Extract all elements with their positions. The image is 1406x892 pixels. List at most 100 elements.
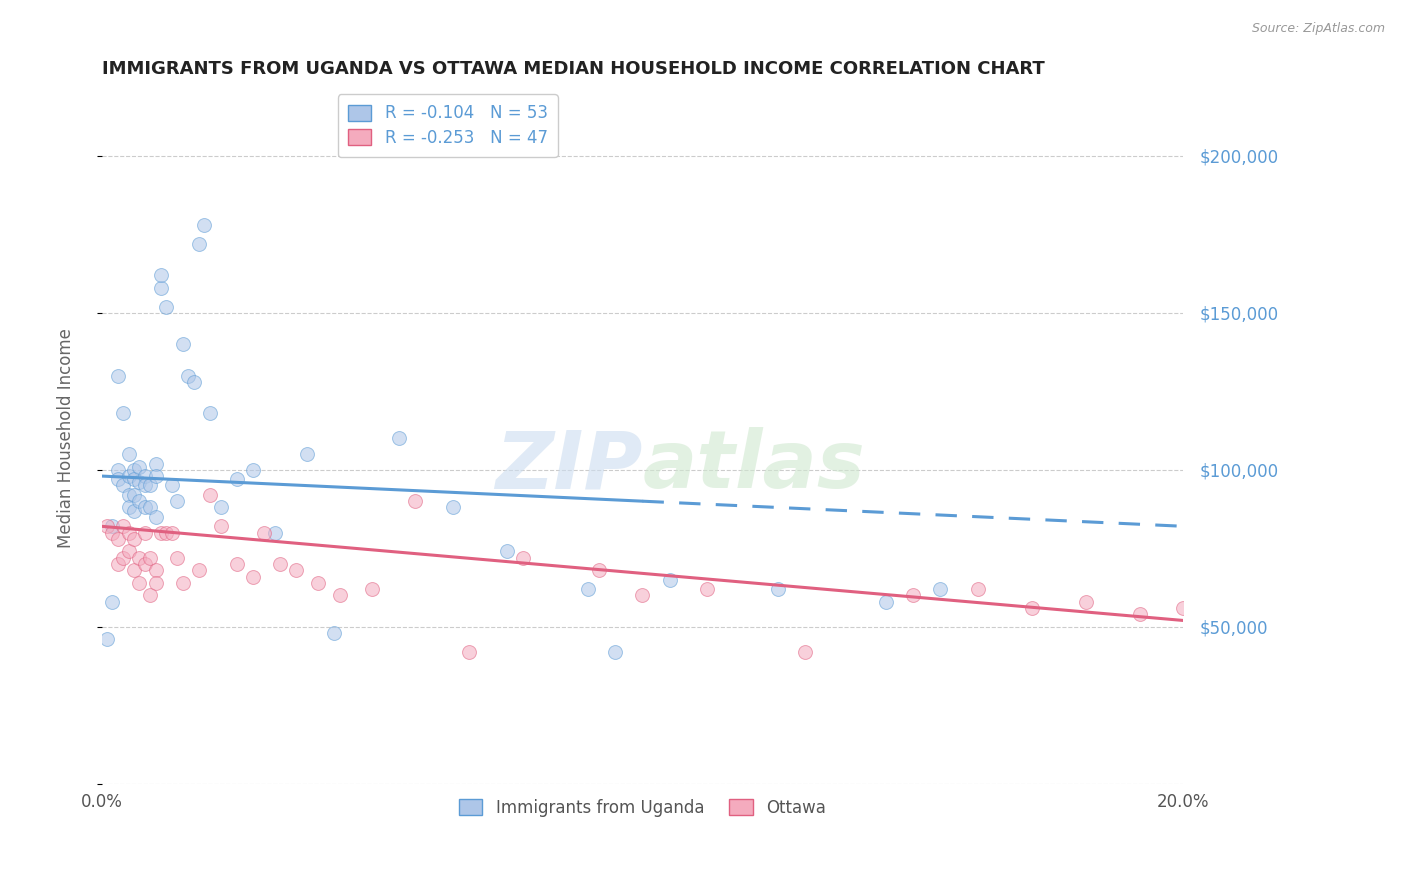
Point [160,478,183,492]
Point [139,500,162,515]
Point [605,645,627,659]
Text: atlas: atlas [643,427,865,505]
Point [122,532,145,546]
Point [145,469,167,483]
Point [1074,594,1097,608]
Point [122,463,145,477]
Point [134,478,156,492]
Point [177,368,200,383]
Point [139,588,162,602]
Point [285,563,308,577]
Point [117,488,139,502]
Point [166,550,188,565]
Point [441,500,464,515]
Point [117,525,139,540]
Point [263,525,285,540]
Point [112,550,135,565]
Point [128,550,150,565]
Point [329,588,352,602]
Point [117,469,139,483]
Point [198,406,221,420]
Text: ZIP: ZIP [495,427,643,505]
Point [128,575,150,590]
Point [766,582,789,596]
Point [496,544,519,558]
Point [1173,601,1195,615]
Point [139,550,162,565]
Point [96,519,118,533]
Point [150,525,173,540]
Point [875,594,897,608]
Point [512,550,534,565]
Y-axis label: Median Household Income: Median Household Income [58,328,75,549]
Point [225,472,247,486]
Legend: Immigrants from Uganda, Ottawa: Immigrants from Uganda, Ottawa [453,792,832,823]
Point [696,582,718,596]
Point [101,519,124,533]
Point [172,337,194,351]
Point [134,525,156,540]
Point [128,475,150,490]
Point [901,588,924,602]
Point [107,472,129,486]
Point [96,632,118,647]
Text: IMMIGRANTS FROM UGANDA VS OTTAWA MEDIAN HOUSEHOLD INCOME CORRELATION CHART: IMMIGRANTS FROM UGANDA VS OTTAWA MEDIAN … [101,60,1045,78]
Point [107,557,129,571]
Point [160,525,183,540]
Point [242,463,264,477]
Point [112,519,135,533]
Point [209,500,232,515]
Point [183,375,205,389]
Text: Source: ZipAtlas.com: Source: ZipAtlas.com [1251,22,1385,36]
Point [122,563,145,577]
Point [145,575,167,590]
Point [112,478,135,492]
Point [128,494,150,508]
Point [458,645,481,659]
Point [323,626,346,640]
Point [193,218,215,232]
Point [155,525,177,540]
Point [145,509,167,524]
Point [122,503,145,517]
Point [150,281,173,295]
Point [107,368,129,383]
Point [134,469,156,483]
Point [631,588,654,602]
Point [1129,607,1152,622]
Point [576,582,599,596]
Point [929,582,952,596]
Point [150,268,173,282]
Point [209,519,232,533]
Point [107,463,129,477]
Point [658,573,681,587]
Point [155,300,177,314]
Point [101,525,124,540]
Point [172,575,194,590]
Point [1021,601,1043,615]
Point [145,563,167,577]
Point [122,488,145,502]
Point [107,532,129,546]
Point [793,645,815,659]
Point [128,459,150,474]
Point [388,431,411,445]
Point [117,447,139,461]
Point [187,563,209,577]
Point [166,494,188,508]
Point [145,457,167,471]
Point [198,488,221,502]
Point [101,594,124,608]
Point [588,563,610,577]
Point [117,500,139,515]
Point [307,575,329,590]
Point [117,544,139,558]
Point [225,557,247,571]
Point [187,236,209,251]
Point [134,557,156,571]
Point [242,569,264,583]
Point [253,525,276,540]
Point [966,582,988,596]
Point [295,447,318,461]
Point [404,494,426,508]
